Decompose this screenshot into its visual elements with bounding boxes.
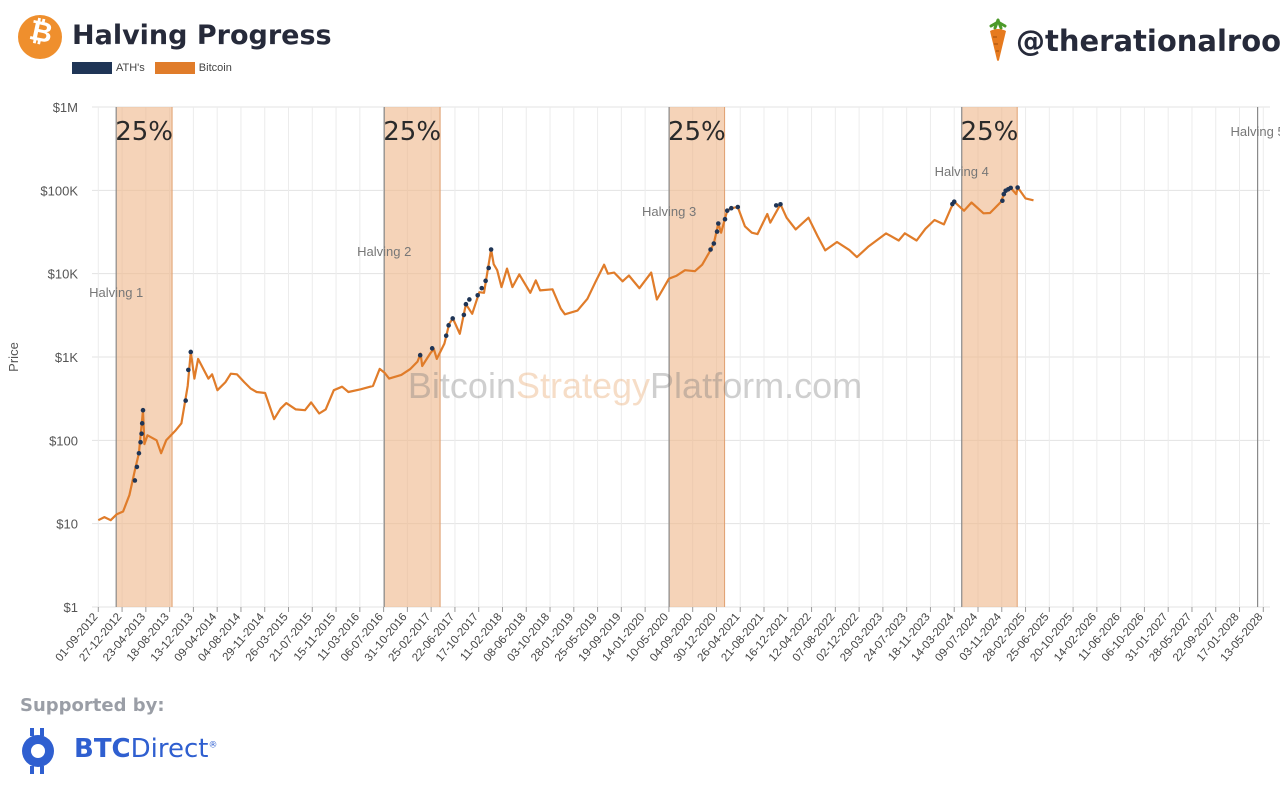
legend-swatch-ath: [72, 62, 112, 75]
ath-point: [1000, 198, 1005, 204]
y-axis-label: Price: [6, 342, 21, 372]
ath-point: [461, 312, 467, 318]
halving-label: Halving 3: [642, 204, 696, 219]
y-tick-label: $1M: [53, 100, 78, 115]
price-chart: 25% 25% 25% 25% Halving 1 Halving 2 Halving 3…: [6, 100, 1280, 664]
legend: ATH's Bitcoin: [72, 62, 232, 75]
y-tick-label: $100K: [40, 183, 78, 198]
ath-point: [139, 431, 144, 437]
x-axis: 01-09-201227-12-201223-04-201318-08-2013…: [54, 607, 1266, 664]
progress-band: [961, 107, 1018, 607]
ath-point: [708, 247, 713, 252]
ath-point: [722, 216, 728, 222]
ath-point: [488, 247, 494, 252]
ath-point: [479, 285, 485, 291]
halving-label: Halving 4: [935, 164, 989, 179]
y-tick-label: $1K: [55, 350, 78, 365]
chart-grid: [92, 106, 1270, 608]
ath-point: [450, 316, 455, 321]
progress-band-label: 25%: [383, 117, 441, 147]
y-tick-label: $10K: [48, 267, 79, 282]
ath-point: [778, 201, 783, 207]
y-axis: $1 $10 $100 $1K $10K $100K $1M: [40, 100, 78, 615]
ath-point: [136, 450, 142, 456]
ath-points: [132, 185, 1020, 483]
page-title: Halving Progress: [72, 20, 332, 51]
btcdirect-brand[interactable]: BTCDirect®: [74, 734, 218, 764]
progress-bands: 25% 25% 25% 25%: [115, 107, 1018, 607]
carrot-icon: [989, 18, 1007, 61]
ath-point: [183, 398, 188, 403]
ath-point: [446, 323, 451, 328]
ath-point: [711, 241, 717, 246]
legend-item-bitcoin[interactable]: Bitcoin: [154, 62, 232, 75]
ath-point: [132, 478, 138, 483]
ath-point: [735, 204, 741, 210]
progress-band: [384, 107, 441, 607]
progress-band-label: 25%: [668, 117, 726, 147]
btcdirect-logo-icon: [22, 728, 54, 774]
ath-point: [1001, 191, 1007, 197]
ath-point: [186, 367, 191, 373]
ath-point: [715, 221, 721, 226]
progress-band: [669, 107, 725, 607]
ath-point: [429, 346, 435, 351]
legend-item-ath[interactable]: ATH's: [72, 62, 145, 75]
ath-point: [1008, 185, 1014, 191]
progress-band-label: 25%: [115, 117, 173, 147]
halving-label: Halving 1: [89, 285, 143, 300]
watermark: BitcoinStrategyPlatform.com: [408, 365, 862, 406]
y-tick-label: $100: [49, 433, 78, 448]
ath-point: [475, 293, 480, 298]
ath-point: [728, 205, 734, 211]
ath-point: [138, 439, 143, 445]
halving-label: Halving 5: [1231, 124, 1280, 139]
ath-point: [1015, 185, 1020, 190]
ath-point: [951, 199, 957, 205]
ath-point: [773, 203, 779, 208]
ath-point: [139, 421, 145, 426]
halving-label: Halving 2: [357, 244, 411, 259]
series-lines: [97, 186, 1034, 522]
ath-point: [463, 301, 469, 307]
ath-point: [188, 349, 194, 355]
progress-band: [116, 107, 173, 607]
supported-by-label: Supported by:: [20, 695, 165, 716]
bitcoin-price-line: [97, 186, 1034, 522]
y-tick-label: $10: [56, 517, 78, 532]
ath-point: [724, 208, 730, 213]
author-handle[interactable]: @therationalroot: [1016, 24, 1280, 58]
ath-point: [134, 464, 140, 470]
ath-point: [140, 407, 146, 413]
ath-point: [467, 297, 472, 302]
halving-markers: Halving 1 Halving 2 Halving 3 Halving 4 Halv…: [89, 107, 1280, 607]
progress-band-label: 25%: [961, 117, 1019, 147]
ath-point: [417, 352, 423, 358]
ath-point: [714, 229, 720, 234]
bitcoin-logo-icon: ₿: [18, 13, 62, 59]
ath-point: [483, 278, 488, 284]
legend-swatch-bitcoin: [154, 62, 195, 75]
y-tick-label: $1: [64, 600, 78, 615]
ath-point: [443, 333, 449, 339]
ath-point: [486, 265, 491, 271]
